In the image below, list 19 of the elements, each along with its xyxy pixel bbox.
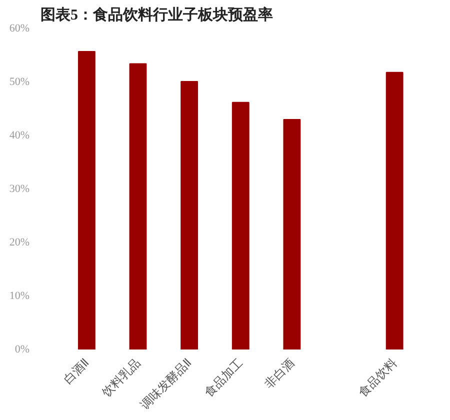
x-tick-label: 非白酒 bbox=[262, 356, 297, 391]
bar bbox=[129, 63, 147, 350]
y-tick-label: 30% bbox=[9, 183, 30, 195]
x-tick-label: 食品饮料 bbox=[356, 356, 400, 400]
y-tick-label: 20% bbox=[9, 236, 30, 248]
y-tick-label: 60% bbox=[9, 22, 30, 34]
y-tick-label: 40% bbox=[9, 130, 30, 142]
bar bbox=[180, 80, 198, 350]
x-tick-label: 饮料乳品 bbox=[98, 356, 143, 400]
chart-title: 图表5：食品饮料行业子板块预盈率 bbox=[40, 6, 273, 24]
y-tick-label: 50% bbox=[9, 76, 30, 88]
bar bbox=[386, 72, 404, 350]
bar bbox=[232, 102, 250, 350]
y-tick-label: 10% bbox=[9, 290, 30, 302]
x-tick-label: 白酒Ⅱ bbox=[60, 356, 92, 387]
bar bbox=[78, 51, 96, 350]
bar bbox=[283, 118, 301, 350]
y-tick-label: 0% bbox=[14, 344, 30, 356]
x-tick-label: 食品加工 bbox=[202, 356, 246, 400]
